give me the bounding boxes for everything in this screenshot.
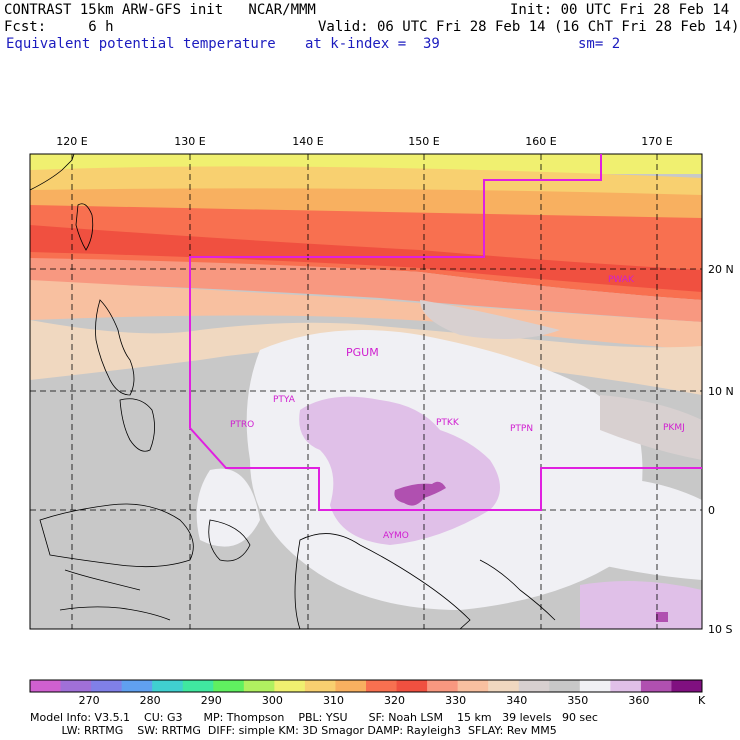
colorbar-tick-label: 290	[201, 694, 222, 707]
colorbar-tick-label: 350	[567, 694, 588, 707]
colorbar-tick-label: 340	[506, 694, 527, 707]
colorbar-units: K	[698, 694, 706, 707]
lon-label-150e: 150 E	[408, 135, 439, 148]
colorbar-tick-label: 320	[384, 694, 405, 707]
colorbar-swatch	[671, 680, 703, 692]
header-forecast-hour: Fcst: 6 h	[4, 19, 114, 35]
colorbar-swatch	[335, 680, 367, 692]
station-aymo: AYMO	[383, 531, 409, 541]
station-ptpn: PTPN	[510, 424, 533, 434]
lon-label-140e: 140 E	[292, 135, 323, 148]
lon-label-160e: 160 E	[525, 135, 556, 148]
coastlines	[30, 154, 556, 629]
colorbar-swatch	[366, 680, 398, 692]
lat-label-10s: 10 S	[708, 623, 732, 636]
station-ptkk: PTKK	[436, 418, 460, 428]
region-boundary	[189, 154, 702, 511]
lat-label-10n: 10 N	[708, 385, 734, 398]
colorbar-tick-label: 300	[262, 694, 283, 707]
header-valid-time: Valid: 06 UTC Fri 28 Feb 14 (16 ChT Fri …	[318, 19, 740, 35]
colorbar-tick-label: 270	[79, 694, 100, 707]
header-model-title: CONTRAST 15km ARW-GFS init NCAR/MMM	[4, 2, 316, 18]
colorbar-swatch	[91, 680, 123, 692]
station-ptro: PTRO	[230, 420, 254, 430]
lon-label-170e: 170 E	[641, 135, 672, 148]
footer-model-info-2: LW: RRTMG SW: RRTMG DIFF: simple KM: 3D …	[30, 724, 557, 737]
colorbar-swatch	[640, 680, 672, 692]
colorbar-swatch	[121, 680, 153, 692]
lon-label-130e: 130 E	[174, 135, 205, 148]
header-init-time: Init: 00 UTC Fri 28 Feb 14	[510, 2, 730, 18]
colorbar-swatch	[518, 680, 550, 692]
station-pgum: PGUM	[346, 346, 379, 359]
lat-label-20n: 20 N	[708, 263, 734, 276]
colorbar-swatch	[60, 680, 92, 692]
colorbar-swatch	[304, 680, 336, 692]
colorbar-swatch	[427, 680, 459, 692]
colorbar: 270 280 290 300 310 320 330 340 350 360	[29, 679, 703, 707]
colorbar-tick-label: 360	[628, 694, 649, 707]
station-pkmj: PKMJ	[663, 423, 685, 433]
lat-label-0: 0	[708, 504, 715, 517]
colorbar-swatch	[30, 680, 62, 692]
colorbar-swatch	[488, 680, 520, 692]
colorbar-swatch	[274, 680, 306, 692]
colorbar-tick-label: 330	[445, 694, 466, 707]
station-ptya: PTYA	[273, 395, 296, 405]
colorbar-swatch	[579, 680, 611, 692]
station-markers: PGUM PWAK PTYA PTRO PTKK PTPN PKMJ AYMO	[230, 275, 685, 541]
colorbar-swatch	[182, 680, 214, 692]
lon-label-120e: 120 E	[56, 135, 87, 148]
colorbar-tick-label: 280	[140, 694, 161, 707]
header-field-name: Equivalent potential temperature	[6, 36, 276, 52]
header-level: at k-index = 39	[305, 36, 440, 52]
colorbar-tick-label: 310	[323, 694, 344, 707]
footer-model-info-1: Model Info: V3.5.1 CU: G3 MP: Thompson P…	[30, 711, 598, 724]
colorbar-swatch	[457, 680, 489, 692]
colorbar-swatch	[152, 680, 184, 692]
header-smoothing: sm= 2	[578, 36, 621, 52]
colorbar-swatch	[243, 680, 275, 692]
colorbar-border	[29, 679, 703, 693]
colorbar-swatch	[549, 680, 581, 692]
colorbar-swatch	[213, 680, 245, 692]
colorbar-swatch	[396, 680, 428, 692]
station-pwak: PWAK	[608, 275, 635, 285]
theta-e-field	[30, 154, 702, 629]
colorbar-swatch	[610, 680, 642, 692]
